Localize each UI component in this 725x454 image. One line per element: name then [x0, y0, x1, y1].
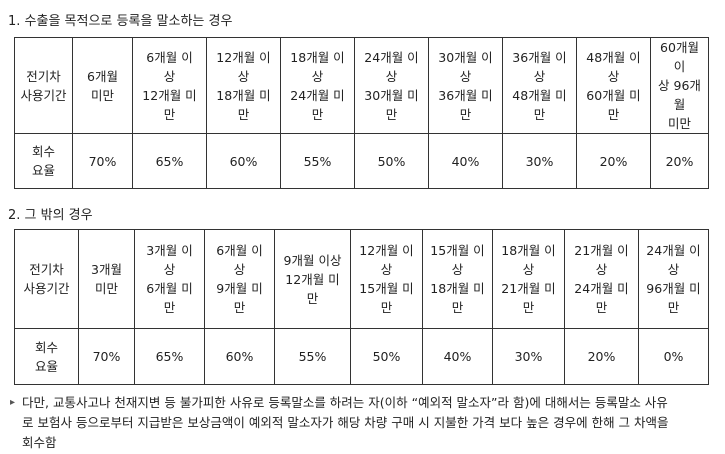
period-label-cell: 전기차 사용기간 — [14, 229, 79, 329]
note-line: 회수함 — [22, 435, 57, 450]
rate-cell: 30% — [502, 133, 577, 189]
exception-note: ▸ 다만, 교통사고나 천재지변 등 불가피한 사유로 등록말소를 하려는 자(… — [10, 393, 720, 453]
section2-title: 2. 그 밖의 경우 — [8, 208, 93, 223]
rate-cell: 50% — [350, 328, 423, 385]
rate-cell: 60% — [206, 133, 281, 189]
rate-label-cell: 회수 요율 — [14, 133, 73, 189]
rate-cell: 70% — [78, 328, 135, 385]
rate-cell: 20% — [576, 133, 651, 189]
note-line: 다만, 교통사고나 천재지변 등 불가피한 사유로 등록말소를 하려는 자(이하… — [22, 395, 668, 410]
rate-cell: 0% — [638, 328, 709, 385]
period-label-cell: 전기차 사용기간 — [14, 37, 73, 134]
rate-cell: 20% — [564, 328, 639, 385]
period-cell: 6개월 미만 — [72, 37, 133, 134]
section1-title: 1. 수출을 목적으로 등록을 말소하는 경우 — [8, 14, 233, 29]
rate-cell: 65% — [132, 133, 207, 189]
rate-cell: 40% — [428, 133, 503, 189]
note-line: 로 보험사 등으로부터 지급받은 보상금액이 예외적 말소자가 해당 차량 구매… — [22, 415, 669, 430]
section1-rate-row: 회수 요율 70% 65% 60% 55% 50% 40% 30% 20% 20… — [14, 133, 709, 189]
rate-cell: 60% — [204, 328, 275, 385]
rate-cell: 50% — [354, 133, 429, 189]
period-cell: 3개월 미만 — [78, 229, 135, 329]
rate-cell: 20% — [650, 133, 709, 189]
rate-label-cell: 회수 요율 — [14, 328, 79, 385]
rate-cell: 40% — [422, 328, 493, 385]
rate-cell: 65% — [134, 328, 205, 385]
section2-rate-row: 회수 요율 70% 65% 60% 55% 50% 40% 30% 20% 0% — [14, 328, 709, 385]
rate-cell: 55% — [274, 328, 351, 385]
rate-cell: 55% — [280, 133, 355, 189]
rate-cell: 70% — [72, 133, 133, 189]
triangle-right-icon: ▸ — [10, 397, 16, 408]
rate-cell: 30% — [492, 328, 565, 385]
